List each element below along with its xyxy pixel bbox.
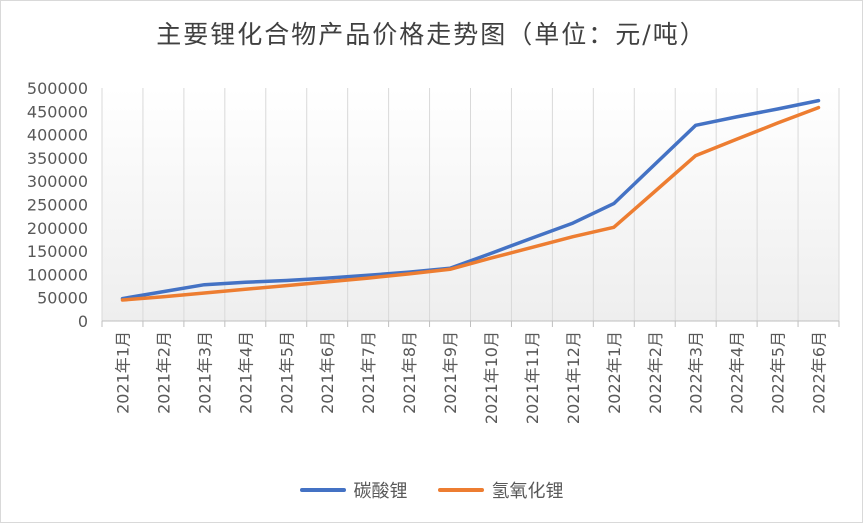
legend-item-lithium-carbonate: 碳酸锂: [299, 477, 408, 503]
y-tick-label: 50000: [37, 289, 88, 308]
y-tick-label: 500000: [27, 79, 88, 98]
x-tick-label: 2021年8月: [400, 331, 419, 414]
legend-swatch-lithium-carbonate: [299, 488, 346, 492]
x-tick-label: 2021年7月: [359, 331, 378, 414]
legend-swatch-lithium-hydroxide: [437, 488, 484, 492]
y-tick-label: 400000: [27, 126, 88, 145]
series-line-lithium-carbonate: [120, 98, 821, 301]
y-tick-label: 450000: [27, 102, 88, 121]
x-tick-label: 2022年4月: [728, 331, 747, 414]
y-tick-label: 350000: [27, 149, 88, 168]
y-tick-label: 0: [78, 312, 88, 331]
x-tick-label: 2022年5月: [769, 331, 788, 414]
x-tick-label: 2021年5月: [277, 331, 296, 414]
y-tick-label: 150000: [27, 242, 88, 261]
x-tick-label: 2022年3月: [687, 331, 706, 414]
x-tick-label: 2022年1月: [605, 331, 624, 414]
x-tick-label: 2021年9月: [441, 331, 460, 414]
x-tick-label: 2021年2月: [154, 331, 173, 414]
y-tick-label: 250000: [27, 196, 88, 215]
chart-legend: 碳酸锂 氢氧化锂: [1, 477, 862, 503]
y-tick-label: 100000: [27, 265, 88, 284]
series-line-lithium-hydroxide: [120, 105, 821, 302]
x-tick-label: 2021年10月: [482, 331, 501, 424]
chart-title: 主要锂化合物产品价格走势图（单位：元/吨）: [156, 20, 707, 49]
x-tick-label: 2021年4月: [236, 331, 255, 414]
x-tick-label: 2021年3月: [195, 331, 214, 414]
x-tick-label: 2022年6月: [810, 331, 829, 414]
legend-item-lithium-hydroxide: 氢氧化锂: [437, 477, 564, 503]
y-tick-label: 200000: [27, 219, 88, 238]
y-tick-label: 300000: [27, 172, 88, 191]
legend-label-lithium-hydroxide: 氢氧化锂: [491, 481, 564, 502]
x-tick-label: 2021年1月: [113, 331, 132, 414]
x-tick-label: 2021年11月: [523, 331, 542, 424]
legend-label-lithium-carbonate: 碳酸锂: [353, 481, 408, 502]
x-tick-label: 2021年6月: [318, 331, 337, 414]
x-tick-label: 2022年2月: [646, 331, 665, 414]
x-tick-label: 2021年12月: [564, 331, 583, 424]
